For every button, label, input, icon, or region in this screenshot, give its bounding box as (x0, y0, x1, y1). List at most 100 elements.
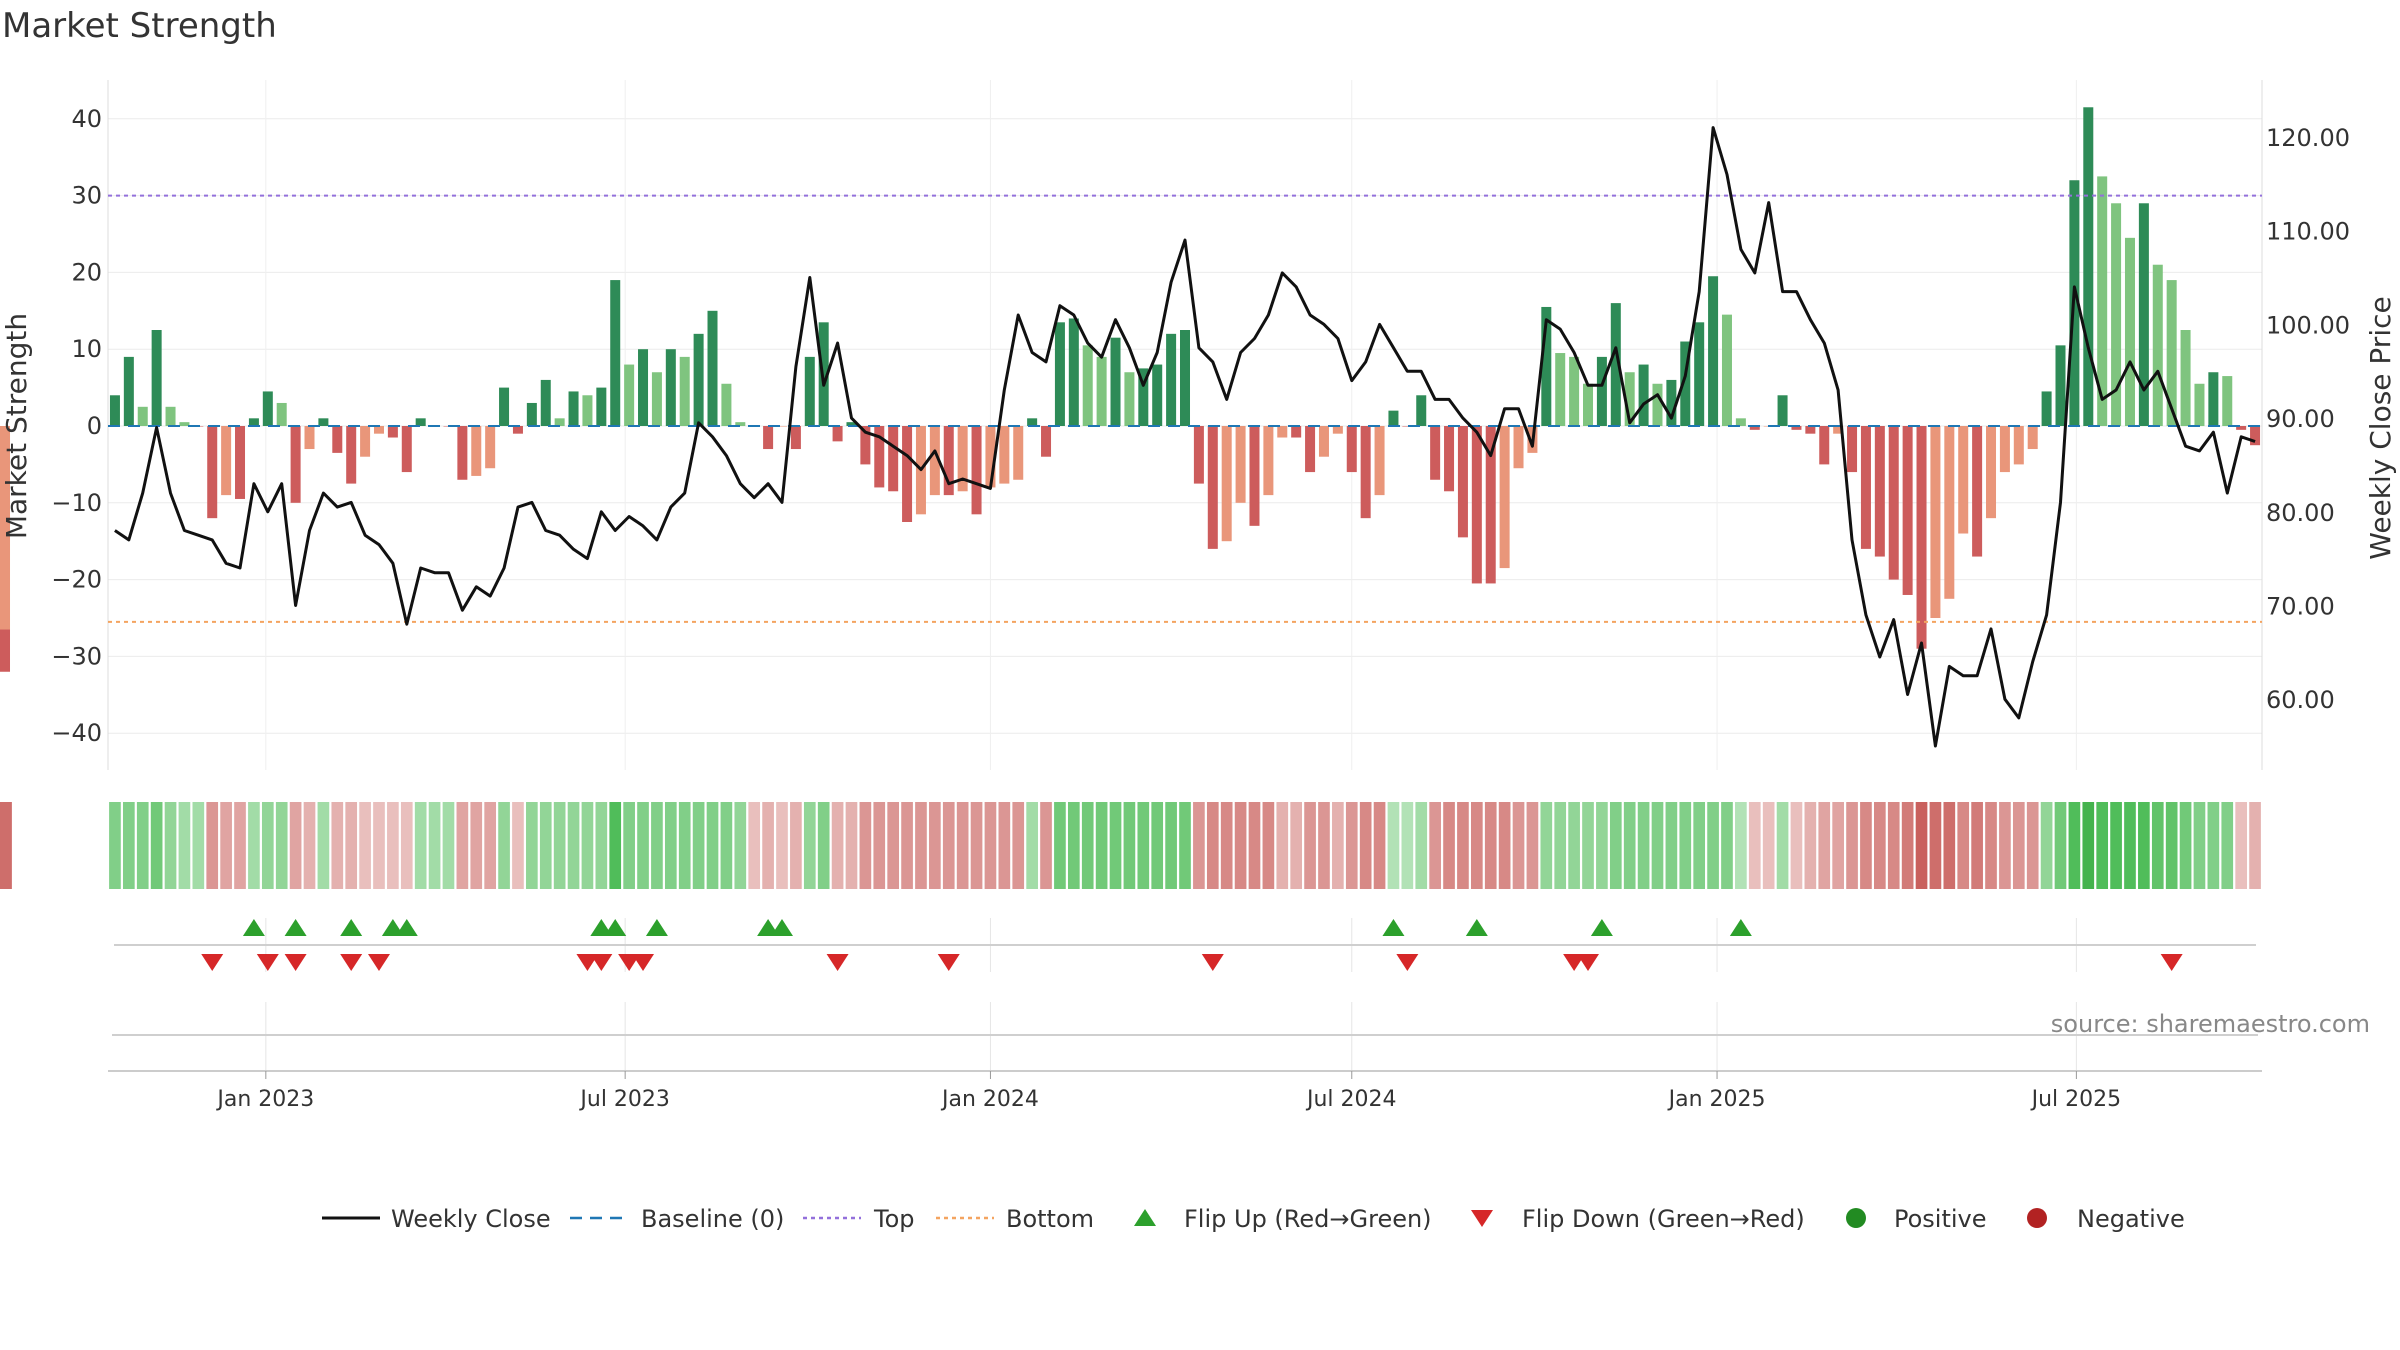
y-axis-left: 40 30 20 10 0 −10 −20 −30 −40 Market Strength (0, 105, 102, 747)
strength-bar (109, 395, 120, 426)
regime-strip (0, 802, 2261, 889)
strength-bar (1610, 303, 1621, 426)
regime-cell (1151, 802, 1164, 889)
regime-cell (1415, 802, 1428, 889)
regime-cell (275, 802, 288, 889)
strength-bar (582, 395, 593, 426)
regime-cell (442, 802, 455, 889)
regime-cell (2165, 802, 2178, 889)
strength-bar (1374, 426, 1385, 496)
strength-bar (1624, 372, 1635, 426)
regime-cell (2110, 802, 2122, 889)
strength-bar (1263, 426, 1274, 496)
flip-up-marker (590, 919, 613, 936)
regime-cell (303, 802, 316, 889)
regime-cell (1776, 802, 1789, 889)
regime-cell (1999, 802, 2011, 889)
flip-up-marker (1590, 919, 1613, 936)
regime-cell (915, 802, 927, 889)
regime-cell (220, 802, 232, 889)
y2-axis-title: Weekly Close Price (2364, 296, 2397, 559)
regime-cell (428, 802, 441, 889)
flip-up-marker (381, 919, 404, 936)
regime-cell (1943, 802, 1956, 889)
strength-bar (1638, 364, 1649, 426)
regime-cell (1874, 802, 1886, 889)
strength-bar (1346, 426, 1357, 473)
strength-bar (1305, 426, 1316, 473)
flip-down-marker (826, 954, 849, 971)
strength-bar (624, 364, 635, 426)
regime-cell (359, 802, 371, 889)
regime-cell (2096, 802, 2109, 889)
strength-bar (401, 426, 412, 473)
strength-bar (221, 426, 232, 496)
strength-bar (1388, 410, 1399, 426)
y-tick-label: 40 (71, 105, 102, 133)
regime-cell (1582, 802, 1594, 889)
strength-bar (2236, 426, 2247, 430)
regime-cell (623, 802, 635, 889)
regime-cell (387, 802, 399, 889)
regime-cell (1790, 802, 1803, 889)
strength-bar (1402, 426, 1413, 427)
strength-bar (346, 426, 357, 484)
strength-bar (2166, 280, 2177, 426)
strength-bar (1874, 426, 1885, 557)
strength-bar (248, 418, 259, 426)
strength-bar (1291, 426, 1302, 438)
regime-cell (1387, 802, 1400, 889)
strength-bar (721, 383, 732, 426)
strength-bar (540, 379, 551, 426)
strength-bar (568, 391, 579, 426)
regime-cell (1054, 802, 1066, 889)
strength-bar (1847, 426, 1858, 473)
strength-bar (846, 422, 857, 426)
regime-cell (1137, 802, 1150, 889)
flip-up-marker (770, 919, 793, 936)
y-tick-label: 10 (71, 335, 102, 363)
strength-bar (929, 426, 940, 496)
strength-bar (1416, 395, 1427, 426)
regime-cell (539, 802, 552, 889)
regime-cell (206, 802, 219, 889)
regime-cell (1234, 802, 1247, 889)
strength-bar (526, 402, 537, 426)
regime-cell (2040, 802, 2053, 889)
strength-bar (2055, 345, 2066, 426)
regime-cell (1276, 802, 1289, 889)
strength-bar (707, 310, 718, 426)
regime-cell (123, 802, 135, 889)
regime-cell (790, 802, 802, 889)
legend-negative-swatch (2027, 1208, 2047, 1228)
flip-down-marker (1396, 954, 1419, 971)
x-tick-label: Jan 2024 (940, 1087, 1039, 1112)
y2-tick-label: 110.00 (2266, 218, 2350, 246)
strength-bar (1152, 364, 1163, 426)
strength-bar (1583, 383, 1594, 426)
regime-cell (109, 802, 121, 889)
strength-bar (638, 349, 649, 426)
regime-cell (1359, 802, 1372, 889)
strength-bar (2124, 237, 2135, 426)
chart-title: Market Strength (2, 6, 277, 46)
regime-cell (498, 802, 510, 889)
strength-bar (457, 426, 468, 480)
strength-bar (832, 426, 843, 442)
strength-bar (665, 349, 676, 426)
regime-cell (1248, 802, 1261, 889)
regime-cell (1179, 802, 1191, 889)
regime-cell (1985, 802, 1997, 889)
strength-bar (1193, 426, 1204, 484)
regime-cell (1401, 802, 1414, 889)
y2-tick-label: 80.00 (2266, 499, 2335, 527)
regime-cell (192, 802, 205, 889)
regime-cell (1623, 802, 1636, 889)
strength-bar (373, 426, 384, 434)
regime-cell (2082, 802, 2095, 889)
strength-bar (1708, 276, 1719, 426)
regime-cell (706, 802, 719, 889)
strength-bar (1666, 379, 1677, 426)
strength-bar (2097, 176, 2108, 426)
y-tick-label: −10 (51, 489, 102, 517)
